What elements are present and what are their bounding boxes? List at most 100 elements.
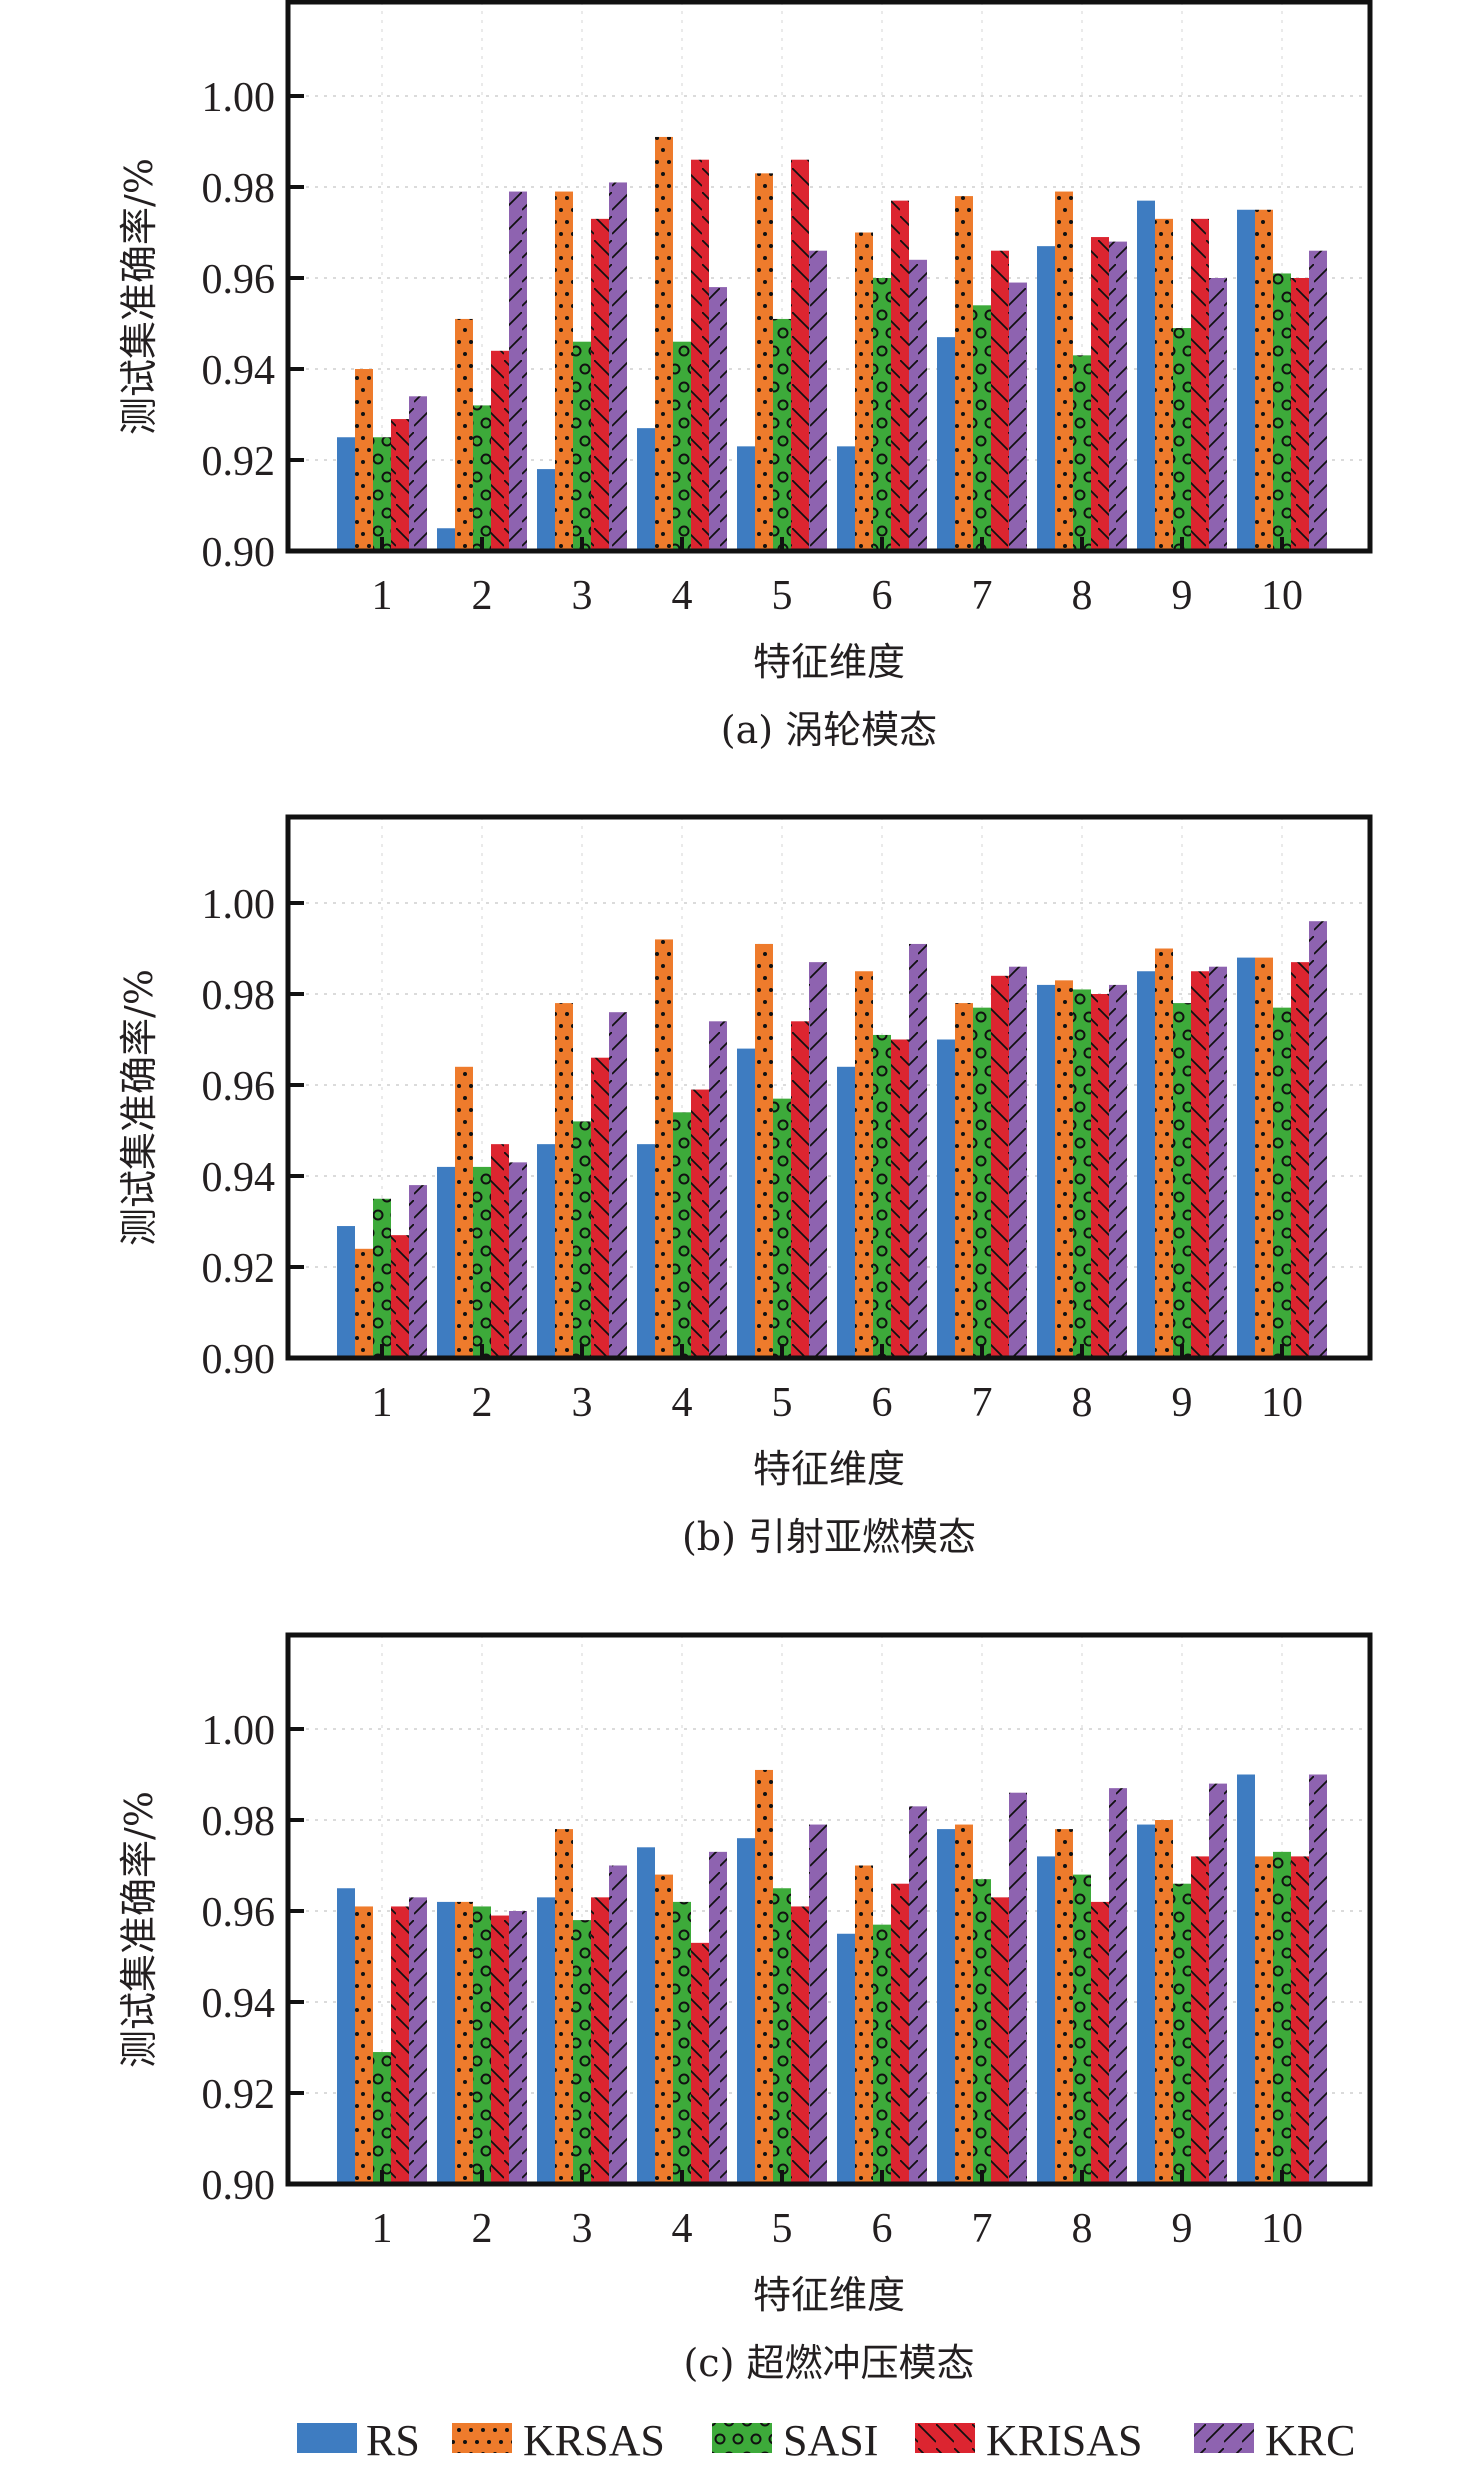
- panel-caption: (c) 超燃冲压模态: [683, 2341, 974, 2385]
- bar-sasi-dim-4: [673, 341, 691, 551]
- x-tick-label: 8: [1072, 573, 1093, 619]
- bar-sasi-dim-2: [473, 1166, 491, 1358]
- bar-rs-dim-8: [1037, 246, 1055, 551]
- legend-swatch-sasi: [712, 2423, 772, 2453]
- bar-krisas-dim-2: [491, 350, 509, 551]
- bar-rs-dim-1: [337, 1888, 355, 2184]
- x-tick-label: 2: [472, 573, 493, 619]
- x-tick-label: 10: [1261, 573, 1303, 619]
- y-tick-labels: 0.90 0.92 0.94 0.96 0.98 1.00: [202, 75, 276, 576]
- bar-sasi-dim-7: [973, 1879, 991, 2184]
- x-tick-label: 6: [872, 1380, 893, 1426]
- bar-krsas-dim-7: [955, 1003, 973, 1358]
- bar-krsas-dim-10: [1255, 957, 1273, 1358]
- bar-krsas-dim-4: [655, 939, 673, 1358]
- bar-krisas-dim-9: [1191, 971, 1209, 1358]
- bar-krisas-dim-6: [891, 1883, 909, 2184]
- bar-krisas-dim-3: [591, 218, 609, 551]
- bar-krsas-dim-2: [455, 1066, 473, 1358]
- bar-krisas-dim-9: [1191, 218, 1209, 551]
- bar-krc-dim-1: [409, 1185, 427, 1358]
- x-tick-label: 1: [372, 1380, 393, 1426]
- y-tick-labels: 0.90 0.92 0.94 0.96 0.98 1.00: [202, 882, 276, 1383]
- bar-rs-dim-8: [1037, 1856, 1055, 2184]
- bar-krsas-dim-3: [555, 191, 573, 552]
- bar-sasi-dim-9: [1173, 1883, 1191, 2184]
- axis-ticks: [288, 94, 1284, 553]
- bar-sasi-dim-3: [573, 1920, 591, 2184]
- bar-rs-dim-7: [937, 1039, 955, 1358]
- bar-krc-dim-10: [1309, 921, 1327, 1358]
- bar-krc-dim-8: [1109, 1788, 1127, 2184]
- bar-krisas-dim-4: [691, 159, 709, 551]
- bar-krisas-dim-1: [391, 419, 409, 551]
- bar-sasi-dim-10: [1273, 273, 1291, 551]
- bar-rs-dim-10: [1237, 957, 1255, 1358]
- bar-rs-dim-2: [437, 1166, 455, 1358]
- bar-krisas-dim-3: [591, 1897, 609, 2184]
- y-tick-label: 1.00: [202, 75, 276, 121]
- bar-sasi-dim-7: [973, 1007, 991, 1358]
- bar-krc-dim-7: [1009, 966, 1027, 1358]
- bar-sasi-dim-4: [673, 1901, 691, 2184]
- bar-sasi-dim-10: [1273, 1851, 1291, 2184]
- bar-krc-dim-5: [809, 1824, 827, 2184]
- legend-swatch-krc: [1194, 2423, 1254, 2453]
- bar-krisas-dim-8: [1091, 1901, 1109, 2184]
- bar-krsas-dim-7: [955, 196, 973, 551]
- bar-krisas-dim-8: [1091, 237, 1109, 552]
- x-tick-labels: 1 2 3 4 5 6 7 8 9 10: [372, 573, 1304, 619]
- x-tick-label: 4: [672, 573, 693, 619]
- bar-rs-dim-6: [837, 1933, 855, 2184]
- bar-sasi-dim-5: [773, 318, 791, 551]
- y-tick-label: 0.94: [202, 1155, 276, 1201]
- bar-krc-dim-6: [909, 1806, 927, 2184]
- bar-krsas-dim-4: [655, 1874, 673, 2184]
- x-tick-label: 4: [672, 1380, 693, 1426]
- bar-sasi-dim-6: [873, 1034, 891, 1358]
- bar-rs-dim-9: [1137, 200, 1155, 551]
- bars: [337, 921, 1327, 1358]
- bar-krsas-dim-2: [455, 1901, 473, 2184]
- x-tick-label: 7: [972, 573, 993, 619]
- bar-krc-dim-1: [409, 1897, 427, 2184]
- bar-krsas-dim-9: [1155, 218, 1173, 551]
- bar-krsas-dim-9: [1155, 1820, 1173, 2184]
- y-tick-label: 1.00: [202, 1708, 276, 1754]
- x-tick-label: 8: [1072, 2206, 1093, 2252]
- bar-rs-dim-2: [437, 1901, 455, 2184]
- x-tick-label: 1: [372, 2206, 393, 2252]
- legend-label-krsas: KRSAS: [523, 2416, 665, 2465]
- bar-sasi-dim-3: [573, 1121, 591, 1358]
- bar-krsas-dim-8: [1055, 191, 1073, 552]
- bar-rs-dim-3: [537, 1144, 555, 1358]
- y-axis-label: 测试集准确率/%: [117, 969, 161, 1246]
- bar-sasi-dim-1: [373, 437, 391, 551]
- bar-rs-dim-7: [937, 337, 955, 551]
- bar-sasi-dim-2: [473, 1906, 491, 2184]
- x-tick-label: 6: [872, 573, 893, 619]
- x-axis-label: 特征维度: [753, 640, 905, 684]
- bar-krsas-dim-3: [555, 1829, 573, 2184]
- bar-krsas-dim-4: [655, 136, 673, 551]
- bar-krc-dim-2: [509, 1162, 527, 1358]
- bar-krisas-dim-10: [1291, 1856, 1309, 2184]
- legend-label-rs: RS: [366, 2416, 420, 2465]
- y-tick-label: 1.00: [202, 882, 276, 928]
- x-tick-label: 2: [472, 2206, 493, 2252]
- bar-krsas-dim-8: [1055, 1829, 1073, 2184]
- bar-krc-dim-7: [1009, 282, 1027, 551]
- x-tick-label: 9: [1172, 2206, 1193, 2252]
- bar-krc-dim-5: [809, 250, 827, 551]
- bar-krc-dim-4: [709, 287, 727, 551]
- bar-krisas-dim-2: [491, 1144, 509, 1358]
- bar-krisas-dim-2: [491, 1915, 509, 2184]
- bar-sasi-dim-6: [873, 1924, 891, 2184]
- bar-krisas-dim-10: [1291, 962, 1309, 1358]
- x-tick-label: 8: [1072, 1380, 1093, 1426]
- y-tick-label: 0.94: [202, 348, 276, 394]
- bar-krisas-dim-6: [891, 1039, 909, 1358]
- panel-caption: (b) 引射亚燃模态: [682, 1515, 976, 1559]
- y-axis-label: 测试集准确率/%: [117, 158, 161, 435]
- bar-krsas-dim-1: [355, 1248, 373, 1358]
